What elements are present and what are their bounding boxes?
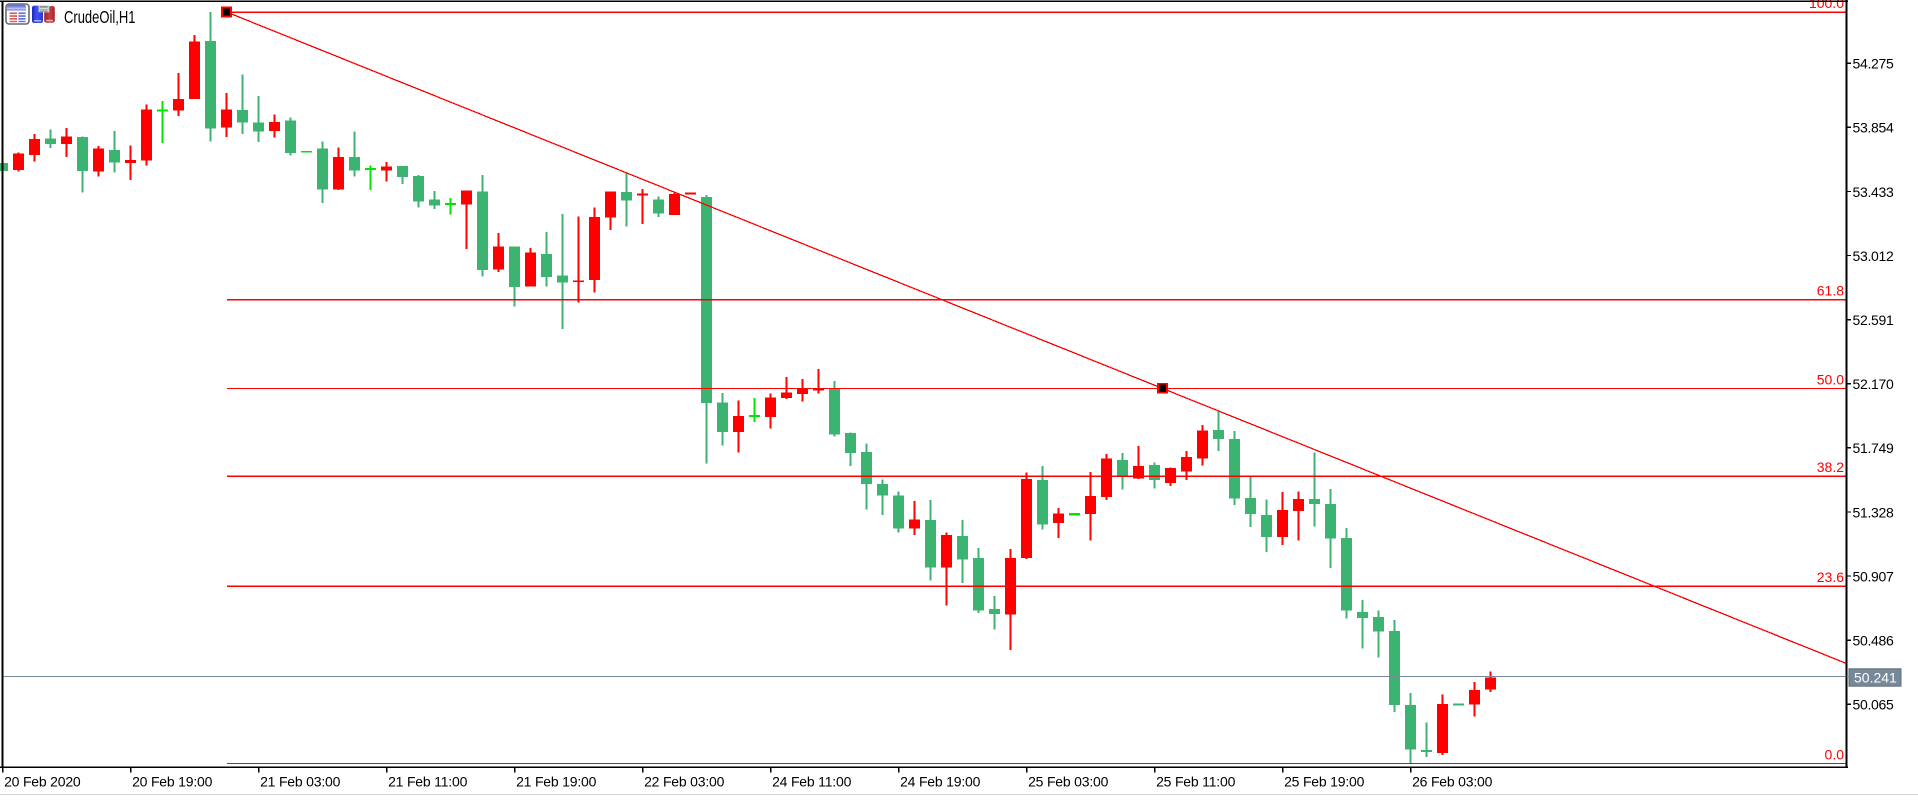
svg-text:61.8: 61.8: [1817, 283, 1844, 299]
svg-text:25 Feb 19:00: 25 Feb 19:00: [1284, 774, 1365, 790]
svg-text:54.275: 54.275: [1853, 56, 1895, 72]
svg-text:25 Feb 03:00: 25 Feb 03:00: [1028, 774, 1109, 790]
svg-text:24 Feb 19:00: 24 Feb 19:00: [900, 774, 981, 790]
svg-text:100.0: 100.0: [1809, 0, 1844, 11]
svg-text:50.907: 50.907: [1853, 568, 1895, 584]
svg-text:21 Feb 19:00: 21 Feb 19:00: [516, 774, 597, 790]
svg-text:51.749: 51.749: [1853, 440, 1895, 456]
svg-text:22 Feb 03:00: 22 Feb 03:00: [644, 774, 725, 790]
svg-text:38.2: 38.2: [1817, 459, 1844, 475]
svg-text:53.433: 53.433: [1853, 184, 1895, 200]
svg-text:50.065: 50.065: [1853, 697, 1895, 713]
svg-text:21 Feb 03:00: 21 Feb 03:00: [260, 774, 341, 790]
svg-text:53.012: 53.012: [1853, 248, 1895, 264]
svg-text:52.170: 52.170: [1853, 376, 1895, 392]
svg-text:50.0: 50.0: [1817, 371, 1844, 387]
svg-text:21 Feb 11:00: 21 Feb 11:00: [388, 774, 467, 790]
svg-text:20 Feb 19:00: 20 Feb 19:00: [132, 774, 213, 790]
svg-text:25 Feb 11:00: 25 Feb 11:00: [1156, 774, 1235, 790]
svg-text:23.6: 23.6: [1817, 569, 1844, 585]
svg-text:53.854: 53.854: [1853, 120, 1895, 136]
svg-text:26 Feb 03:00: 26 Feb 03:00: [1412, 774, 1493, 790]
svg-text:24 Feb 11:00: 24 Feb 11:00: [772, 774, 851, 790]
svg-text:52.591: 52.591: [1853, 312, 1895, 328]
svg-text:0.0: 0.0: [1825, 746, 1845, 762]
svg-text:51.328: 51.328: [1853, 504, 1895, 520]
svg-text:CrudeOil,H1: CrudeOil,H1: [64, 7, 136, 27]
svg-text:50.486: 50.486: [1853, 633, 1895, 649]
svg-text:20 Feb 2020: 20 Feb 2020: [4, 774, 81, 790]
svg-text:50.241: 50.241: [1854, 670, 1897, 686]
